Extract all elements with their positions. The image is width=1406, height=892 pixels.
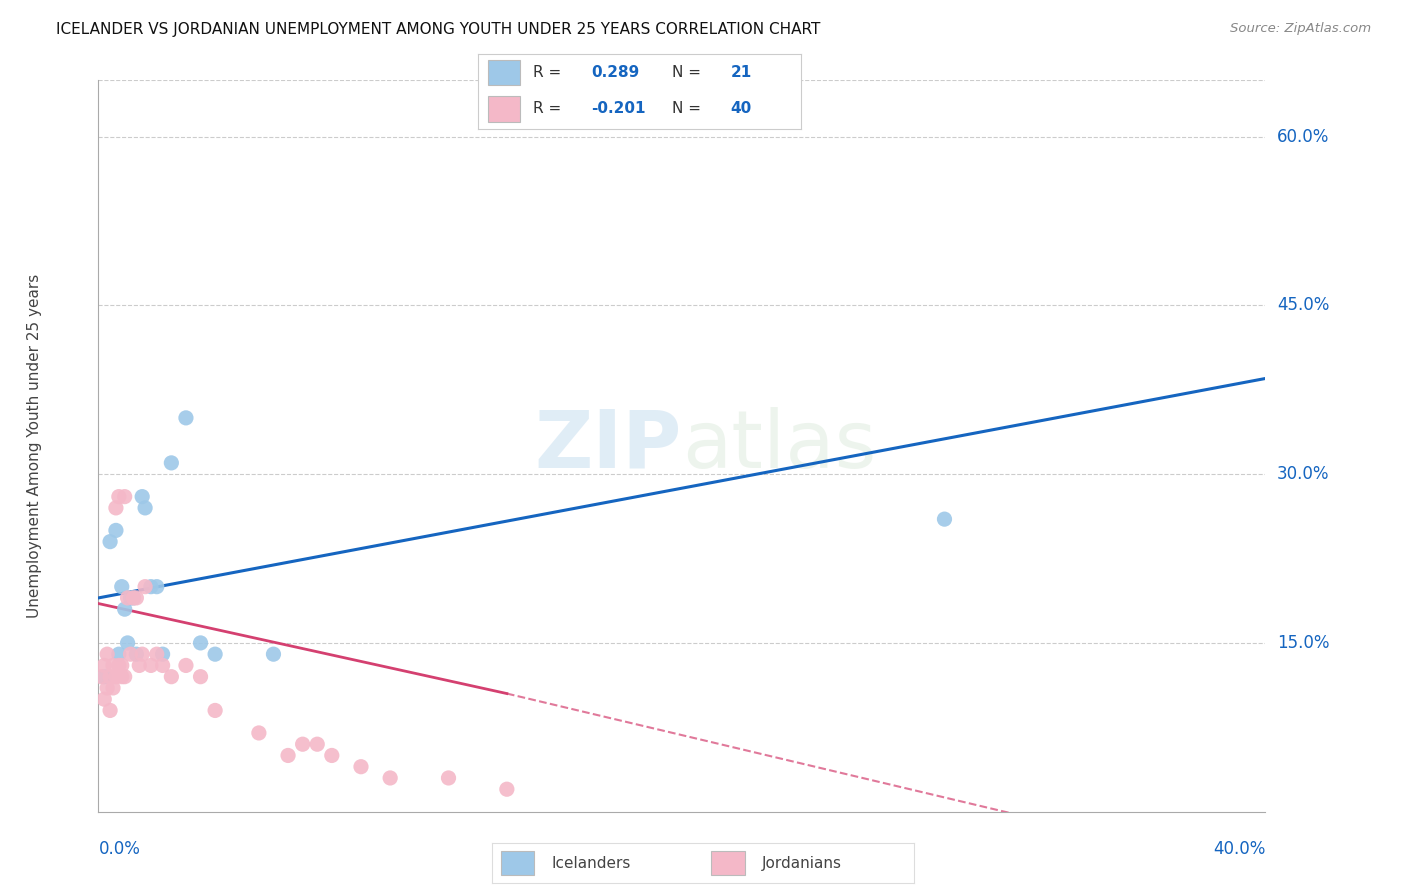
Point bbox=[139, 580, 162, 594]
Point bbox=[98, 670, 121, 684]
Point bbox=[131, 490, 153, 504]
Point bbox=[98, 534, 121, 549]
Point bbox=[160, 670, 183, 684]
Point bbox=[93, 670, 115, 684]
Text: 60.0%: 60.0% bbox=[1277, 128, 1330, 145]
Point bbox=[160, 456, 183, 470]
Point bbox=[104, 524, 127, 538]
Point bbox=[104, 500, 127, 515]
Point bbox=[117, 591, 139, 605]
Text: R =: R = bbox=[533, 65, 567, 80]
Point bbox=[378, 771, 402, 785]
Point bbox=[108, 490, 131, 504]
Text: 40.0%: 40.0% bbox=[1213, 840, 1265, 858]
Point bbox=[114, 490, 136, 504]
Point bbox=[190, 636, 212, 650]
Text: R =: R = bbox=[533, 101, 567, 116]
Bar bbox=[711, 851, 745, 875]
Point bbox=[190, 670, 212, 684]
Text: Source: ZipAtlas.com: Source: ZipAtlas.com bbox=[1230, 22, 1371, 36]
Bar bbox=[501, 851, 534, 875]
Text: Icelanders: Icelanders bbox=[551, 855, 630, 871]
Point bbox=[114, 602, 136, 616]
Point bbox=[114, 670, 136, 684]
Point bbox=[98, 703, 121, 717]
Point bbox=[120, 647, 142, 661]
Point bbox=[93, 658, 115, 673]
Bar bbox=[488, 96, 520, 122]
Point bbox=[146, 580, 169, 594]
Point bbox=[104, 670, 127, 684]
Point bbox=[120, 591, 142, 605]
Point bbox=[350, 760, 373, 774]
Point bbox=[277, 748, 299, 763]
Point bbox=[134, 580, 156, 594]
Text: -0.201: -0.201 bbox=[592, 101, 645, 116]
Point bbox=[117, 636, 139, 650]
Point bbox=[111, 658, 134, 673]
Point bbox=[128, 658, 150, 673]
Text: 0.289: 0.289 bbox=[592, 65, 640, 80]
Text: 0.0%: 0.0% bbox=[98, 840, 141, 858]
Text: Unemployment Among Youth under 25 years: Unemployment Among Youth under 25 years bbox=[27, 274, 42, 618]
Point bbox=[131, 647, 153, 661]
Text: N =: N = bbox=[672, 65, 706, 80]
Point bbox=[152, 647, 174, 661]
Text: 30.0%: 30.0% bbox=[1277, 465, 1330, 483]
Bar bbox=[488, 60, 520, 86]
Point bbox=[307, 737, 329, 751]
Point bbox=[111, 670, 134, 684]
Point bbox=[122, 591, 145, 605]
Text: N =: N = bbox=[672, 101, 706, 116]
Point bbox=[101, 681, 124, 695]
Text: 45.0%: 45.0% bbox=[1277, 296, 1330, 314]
Point bbox=[93, 692, 115, 706]
Point bbox=[108, 647, 131, 661]
Point bbox=[204, 647, 226, 661]
Point bbox=[174, 658, 197, 673]
Point bbox=[934, 512, 956, 526]
Point bbox=[204, 703, 226, 717]
Point bbox=[122, 591, 145, 605]
Point bbox=[111, 580, 134, 594]
Point bbox=[139, 658, 162, 673]
Text: atlas: atlas bbox=[682, 407, 876, 485]
Point bbox=[90, 670, 112, 684]
Point bbox=[146, 647, 169, 661]
Point bbox=[291, 737, 314, 751]
Point bbox=[247, 726, 270, 740]
Text: ZIP: ZIP bbox=[534, 407, 682, 485]
Text: 40: 40 bbox=[730, 101, 752, 116]
Point bbox=[108, 658, 131, 673]
Point bbox=[262, 647, 284, 661]
Text: ICELANDER VS JORDANIAN UNEMPLOYMENT AMONG YOUTH UNDER 25 YEARS CORRELATION CHART: ICELANDER VS JORDANIAN UNEMPLOYMENT AMON… bbox=[56, 22, 821, 37]
Point bbox=[321, 748, 343, 763]
Point bbox=[437, 771, 460, 785]
Point bbox=[495, 782, 517, 797]
Point bbox=[174, 410, 197, 425]
Point bbox=[125, 647, 148, 661]
Text: 15.0%: 15.0% bbox=[1277, 634, 1330, 652]
Text: Jordanians: Jordanians bbox=[762, 855, 842, 871]
Point bbox=[96, 681, 118, 695]
Point bbox=[125, 591, 148, 605]
Point bbox=[134, 500, 156, 515]
Point bbox=[96, 647, 118, 661]
Point bbox=[152, 658, 174, 673]
Text: 21: 21 bbox=[730, 65, 752, 80]
Point bbox=[101, 658, 124, 673]
